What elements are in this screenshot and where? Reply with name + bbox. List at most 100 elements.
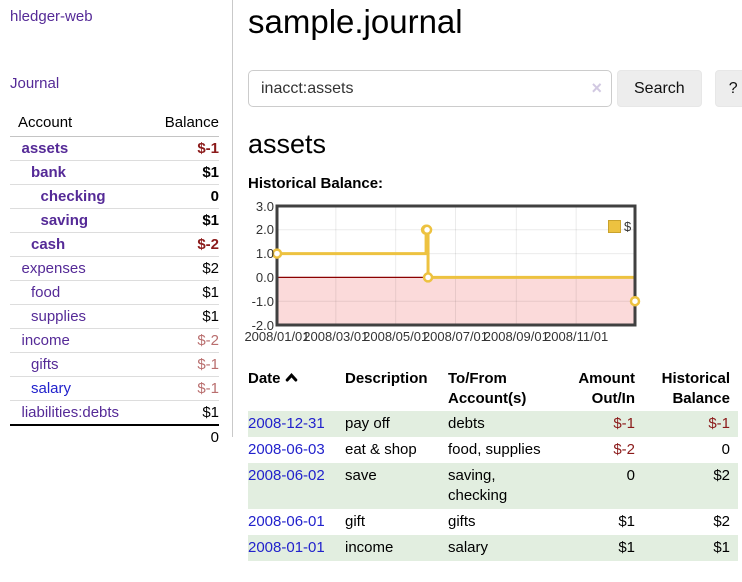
account-balance: $1: [149, 208, 219, 233]
transaction-accounts: food, supplies: [448, 441, 541, 458]
transaction-description: eat & shop: [345, 441, 417, 458]
accounts-table-body: assets $-1 bank $1 checking 0 saving $1 cash $-2 e…: [10, 136, 219, 449]
account-balance: $1: [149, 400, 219, 426]
account-link[interactable]: cash: [31, 236, 66, 253]
help-button[interactable]: ?: [714, 70, 742, 107]
account-link[interactable]: gifts: [31, 356, 59, 373]
accounts-total-row: 0: [10, 424, 219, 449]
y-axis-tick-label: -1.0: [251, 293, 274, 309]
account-balance: $-2: [149, 328, 219, 353]
transaction-balance: $1: [713, 539, 730, 556]
transaction-amount: $1: [618, 539, 635, 556]
account-row: assets $-1: [10, 136, 219, 161]
search-input[interactable]: [248, 70, 612, 107]
account-row: income $-2: [10, 328, 219, 353]
x-axis-tick-label: 2008/11/01: [544, 329, 609, 344]
y-axis-tick-label: 0.0: [255, 269, 274, 285]
register-row: 2008-12-31 pay off debts $-1 $-1: [248, 411, 738, 437]
register-table: Date Description To/From Account(s) Amou…: [248, 367, 738, 561]
transaction-date-link[interactable]: 2008-01-01: [248, 539, 325, 556]
accounts-header-account: Account: [10, 110, 150, 137]
account-row: cash $-2: [10, 232, 219, 257]
account-balance: $1: [149, 280, 219, 305]
transaction-accounts: salary: [448, 539, 489, 556]
register-header-accounts: To/From Account(s): [448, 370, 527, 407]
account-row: gifts $-1: [10, 352, 219, 377]
transaction-description: gift: [345, 513, 366, 530]
accounts-header-row: Account Balance: [10, 110, 219, 137]
account-balance: $1: [149, 304, 219, 329]
app-title-link[interactable]: hledger-web: [10, 8, 93, 25]
account-link[interactable]: income: [21, 332, 70, 349]
transaction-accounts: gifts: [448, 513, 476, 530]
transaction-date-link[interactable]: 2008-12-31: [248, 415, 325, 432]
register-row: 2008-01-01 income salary $1 $1: [248, 535, 738, 561]
x-axis-tick-label: 2008/03/01: [303, 329, 369, 344]
account-row: supplies $1: [10, 304, 219, 329]
search-input-wrap: ×: [248, 70, 612, 107]
sidebar-item-journal[interactable]: Journal: [10, 75, 60, 92]
account-balance: $-1: [149, 376, 219, 401]
register-row: 2008-06-03 eat & shop food, supplies $-2 0: [248, 437, 738, 463]
register-header-date[interactable]: Date: [248, 367, 345, 411]
chart-title: Historical Balance:: [248, 175, 384, 192]
transaction-balance: 0: [721, 441, 730, 458]
register-row: 2008-06-02 save saving, checking 0 $2: [248, 463, 738, 509]
x-axis-tick-label: 2008/05/01: [363, 329, 429, 344]
account-balance: $-1: [149, 136, 219, 161]
sidebar: hledger-web Journal Account Balance asse…: [0, 0, 233, 449]
page-title: sample.journal: [248, 3, 463, 40]
register-row: 2008-06-01 gift gifts $1 $2: [248, 509, 738, 535]
chart-legend: $: [608, 219, 631, 234]
register-header-amount: Amount Out/In: [578, 370, 635, 407]
transaction-amount: 0: [626, 467, 635, 484]
account-link[interactable]: supplies: [31, 308, 87, 325]
transaction-balance: $2: [713, 467, 730, 484]
transaction-balance: $-1: [708, 415, 730, 432]
account-link[interactable]: food: [31, 284, 61, 301]
transaction-date-link[interactable]: 2008-06-01: [248, 513, 325, 530]
account-balance: 0: [149, 184, 219, 209]
transaction-accounts: saving, checking: [448, 467, 508, 504]
transaction-description: save: [345, 467, 377, 484]
transaction-date-link[interactable]: 2008-06-02: [248, 467, 325, 484]
y-axis-tick-label: 1.0: [255, 246, 274, 262]
x-axis-tick-label: 2008/09/01: [483, 329, 549, 344]
y-axis-tick-label: -2.0: [251, 317, 274, 333]
transaction-balance: $2: [713, 513, 730, 530]
account-balance: $1: [149, 160, 219, 185]
transaction-accounts: debts: [448, 415, 485, 432]
account-link[interactable]: checking: [40, 188, 106, 205]
account-row: saving $1: [10, 208, 219, 233]
account-row: salary $-1: [10, 376, 219, 401]
transaction-description: pay off: [345, 415, 390, 432]
register-table-body: 2008-12-31 pay off debts $-1 $-1 2008-06-03 ea…: [248, 411, 738, 561]
accounts-total-balance: 0: [149, 424, 219, 449]
account-row: liabilities:debts $1: [10, 400, 219, 426]
account-link[interactable]: liabilities:debts: [21, 404, 120, 421]
account-balance: $-2: [149, 232, 219, 257]
transaction-description: income: [345, 539, 394, 556]
account-link[interactable]: saving: [40, 212, 89, 229]
transaction-date-link[interactable]: 2008-06-03: [248, 441, 325, 458]
historical-balance-chart: 3.0 2.0 1.0 0.0 -1.0 -2.0 2008/01/01 2008/03/01…: [244, 199, 718, 349]
clear-search-icon[interactable]: ×: [591, 78, 602, 98]
account-link[interactable]: assets: [21, 140, 69, 157]
transaction-amount: $1: [618, 513, 635, 530]
account-title: assets: [248, 129, 327, 159]
register-header-balance: Historical Balance: [661, 370, 730, 407]
account-link[interactable]: bank: [31, 164, 67, 181]
x-axis-tick-label: 2008/01/01: [244, 329, 310, 344]
accounts-header-balance: Balance: [149, 110, 219, 137]
legend-swatch: [608, 220, 621, 233]
search-button[interactable]: Search: [617, 70, 702, 107]
account-row: expenses $2: [10, 256, 219, 281]
account-link[interactable]: expenses: [21, 260, 86, 277]
account-row: bank $1: [10, 160, 219, 185]
accounts-table: Account Balance assets $-1 bank $1 checking 0…: [10, 110, 219, 449]
register-header-row: Date Description To/From Account(s) Amou…: [248, 367, 738, 411]
account-link[interactable]: salary: [31, 380, 72, 397]
account-balance: $2: [149, 256, 219, 281]
account-row: food $1: [10, 280, 219, 305]
